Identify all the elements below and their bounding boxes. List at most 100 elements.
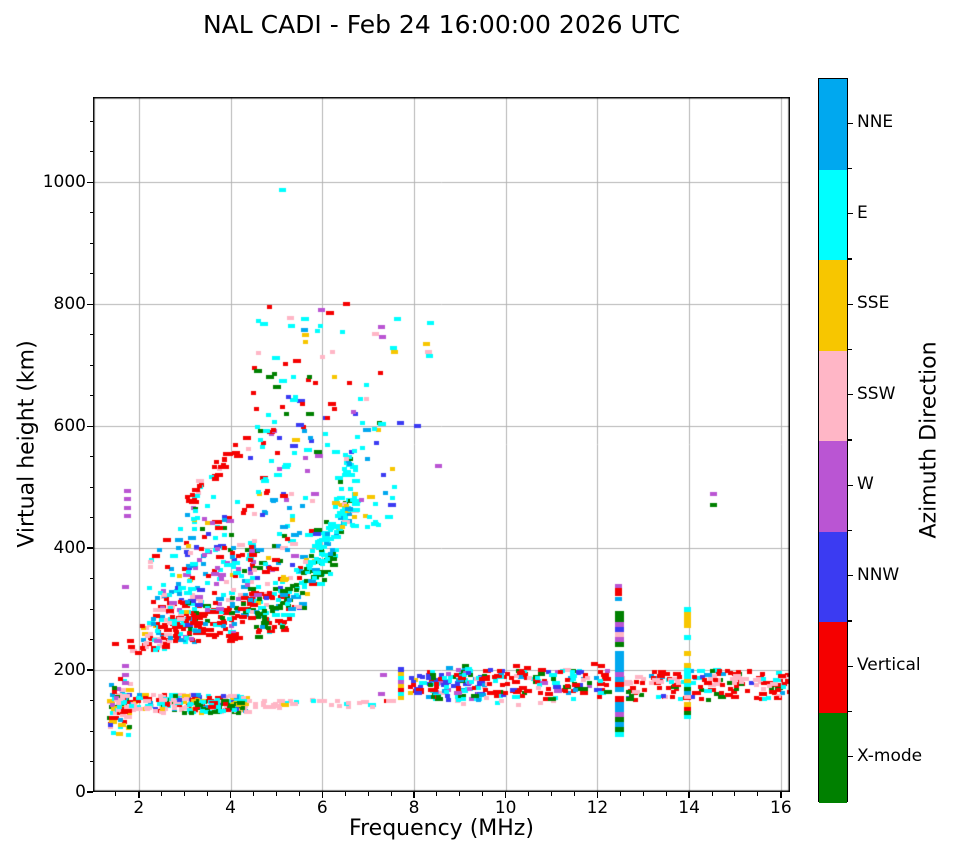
x-minor-tick xyxy=(642,792,644,796)
x-tick-label: 6 xyxy=(316,798,328,818)
x-minor-tick xyxy=(252,792,254,796)
x-minor-tick xyxy=(528,792,530,796)
y-minor-tick xyxy=(89,730,93,732)
x-major-tick xyxy=(596,792,599,798)
y-tick-label: 0 xyxy=(75,782,86,802)
colorbar-segment-nnw xyxy=(819,531,847,622)
chart-title: NAL CADI - Feb 24 16:00:00 2026 UTC xyxy=(202,10,681,39)
y-minor-tick xyxy=(89,151,93,153)
x-minor-tick xyxy=(482,792,484,796)
colorbar-segment-x-mode xyxy=(819,712,847,803)
y-tick-label: 800 xyxy=(53,294,86,315)
colorbar-tick-label-nnw: NNW xyxy=(857,564,900,585)
x-major-tick xyxy=(413,792,415,798)
x-minor-tick xyxy=(459,792,461,796)
colorbar-tick-label-sse: SSE xyxy=(857,293,890,314)
x-minor-tick xyxy=(275,792,277,796)
colorbar-boundary-tick xyxy=(848,348,852,351)
colorbar-boundary-tick xyxy=(848,439,852,441)
y-major-tick xyxy=(87,181,93,184)
colorbar-tick-label-w: W xyxy=(857,474,874,495)
y-minor-tick xyxy=(89,700,93,702)
colorbar-segment-sse xyxy=(819,260,847,351)
x-minor-tick xyxy=(734,792,736,796)
y-major-tick xyxy=(87,547,93,549)
colorbar-tick xyxy=(848,122,853,124)
colorbar-boundary-tick xyxy=(848,620,852,622)
plot-area xyxy=(93,97,790,792)
x-minor-tick xyxy=(665,792,667,796)
colorbar-tick-label-e: E xyxy=(857,202,868,223)
colorbar-tick xyxy=(848,484,853,486)
y-major-tick xyxy=(87,791,93,793)
x-major-tick xyxy=(688,792,690,798)
colorbar-tick-label-nne: NNE xyxy=(857,112,894,133)
y-minor-tick xyxy=(89,273,93,275)
y-major-tick xyxy=(87,669,93,671)
x-tick-label: 2 xyxy=(133,798,145,818)
colorbar-tick xyxy=(848,303,853,305)
x-minor-tick xyxy=(115,792,117,796)
y-minor-tick xyxy=(89,578,93,580)
x-minor-tick xyxy=(551,792,553,796)
y-minor-tick xyxy=(89,242,93,244)
y-minor-tick xyxy=(89,334,93,336)
y-axis-label: Virtual height (km) xyxy=(14,340,40,548)
x-minor-tick xyxy=(184,792,186,796)
y-tick-label: 200 xyxy=(53,660,86,681)
x-major-tick xyxy=(780,792,782,798)
y-tick-label: 1000 xyxy=(42,172,86,193)
x-tick-label: 10 xyxy=(494,798,517,818)
colorbar-tick xyxy=(848,756,853,758)
y-minor-tick xyxy=(89,608,93,610)
y-minor-tick xyxy=(89,212,93,214)
colorbar-boundary-tick xyxy=(848,258,852,260)
x-major-tick xyxy=(138,792,140,798)
y-major-tick xyxy=(87,425,93,427)
colorbar-boundary-tick xyxy=(848,710,852,713)
colorbar-tick xyxy=(848,575,853,577)
y-tick-label: 600 xyxy=(53,416,86,437)
x-minor-tick xyxy=(207,792,209,796)
colorbar-segment-w xyxy=(819,441,847,532)
x-tick-label: 16 xyxy=(770,798,792,818)
colorbar-segment-ssw xyxy=(819,350,847,441)
x-major-tick xyxy=(229,792,232,798)
x-minor-tick xyxy=(298,792,300,796)
x-tick-label: 4 xyxy=(225,798,236,818)
y-major-tick xyxy=(87,303,93,306)
y-minor-tick xyxy=(89,517,93,519)
colorbar-tick xyxy=(848,665,853,667)
y-minor-tick xyxy=(89,395,93,397)
x-minor-tick xyxy=(757,792,759,796)
colorbar-tick-label-vertical: Vertical xyxy=(857,655,921,676)
y-minor-tick xyxy=(89,120,93,122)
y-minor-tick xyxy=(89,364,93,366)
colorbar-segment-e xyxy=(819,169,847,260)
y-minor-tick xyxy=(89,456,93,458)
y-minor-tick xyxy=(89,486,93,488)
colorbar-label: Azimuth Direction xyxy=(916,341,942,539)
colorbar-tick xyxy=(848,394,853,396)
colorbar-boundary-tick xyxy=(848,167,852,170)
x-minor-tick xyxy=(436,792,438,796)
plot-canvas xyxy=(93,97,790,792)
x-minor-tick xyxy=(390,792,392,796)
colorbar-tick-label-ssw: SSW xyxy=(857,383,896,404)
colorbar-boundary-tick xyxy=(848,529,852,532)
x-minor-tick xyxy=(619,792,621,796)
y-tick-label: 400 xyxy=(53,538,86,559)
colorbar-segment-nne xyxy=(819,79,847,170)
x-minor-tick xyxy=(573,792,575,796)
colorbar xyxy=(818,78,848,803)
x-axis-label: Frequency (MHz) xyxy=(349,816,534,841)
x-minor-tick xyxy=(711,792,713,796)
x-major-tick xyxy=(504,792,507,798)
x-minor-tick xyxy=(344,792,346,796)
x-minor-tick xyxy=(161,792,163,796)
y-minor-tick xyxy=(89,639,93,641)
x-tick-label: 14 xyxy=(678,798,700,818)
x-tick-label: 8 xyxy=(408,798,420,818)
x-major-tick xyxy=(321,792,324,798)
